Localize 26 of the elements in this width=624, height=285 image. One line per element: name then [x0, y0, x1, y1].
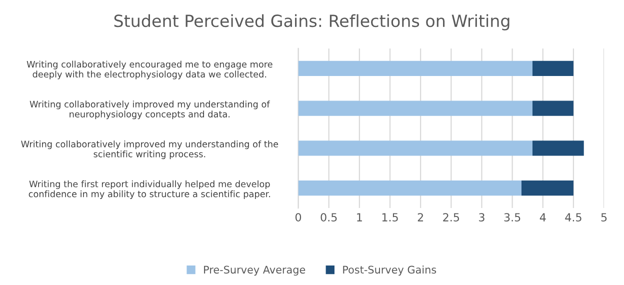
bar: [521, 180, 574, 196]
x-tick-label: 1.5: [382, 213, 398, 222]
bar: [298, 100, 532, 116]
bar: [532, 100, 574, 116]
x-tick-label: 0.5: [320, 213, 337, 222]
x-tick-label: 1: [357, 213, 362, 222]
legend-label: Post-Survey Gains: [343, 266, 436, 276]
y-tick-label: Writing collaboratively encouraged me to engage more deeply with the electrophysiology data we collected.: [26, 60, 272, 80]
x-tick-label: 3: [479, 213, 484, 222]
x-tick-label: 2: [418, 213, 423, 222]
x-tick-label: 2.5: [443, 213, 460, 222]
bar: [298, 140, 532, 156]
y-tick-label: Writing collaboratively improved my understanding of the scientific writing process.: [21, 140, 278, 160]
x-tick-label: 3.5: [504, 213, 520, 222]
bar: [298, 60, 532, 76]
chart-title: Student Perceived Gains: Reflections on Writing: [114, 14, 510, 30]
y-tick-label: Writing the first report individually helped me develop confidence in my ability to structure a scientific paper.: [28, 180, 270, 199]
bar: [532, 140, 584, 156]
x-tick-label: 4: [540, 213, 546, 222]
bar: [532, 60, 574, 76]
legend-label: Pre-Survey Average: [204, 266, 306, 276]
x-tick-label: 5: [601, 213, 607, 222]
x-tick-label: 4.5: [565, 213, 582, 222]
y-tick-label: Writing collaboratively improved my understanding of neurophysiology concepts and data.: [30, 100, 270, 120]
x-tick-label: 0: [295, 213, 302, 222]
bar: [298, 180, 522, 196]
